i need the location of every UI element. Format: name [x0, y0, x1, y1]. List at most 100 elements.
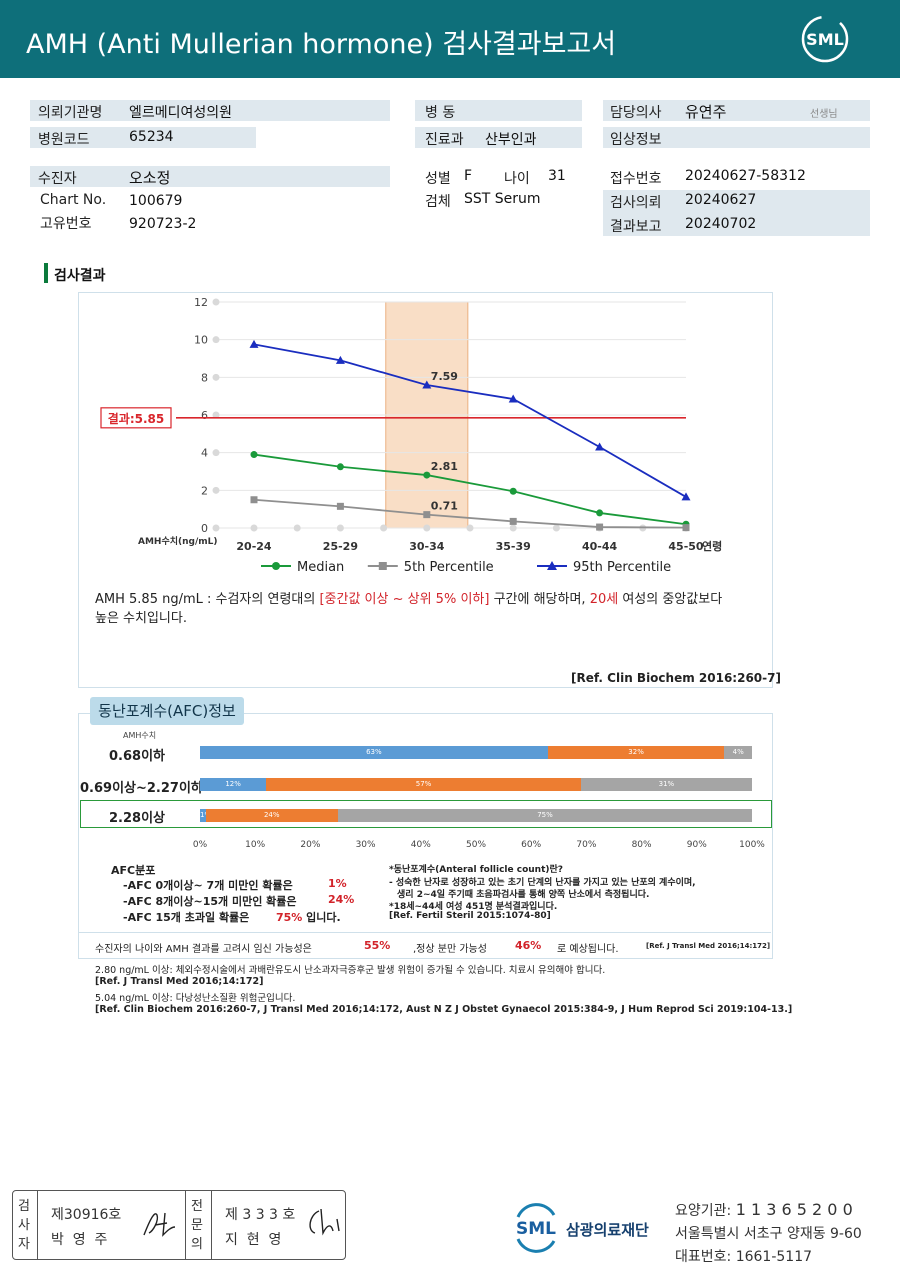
legend-marker — [547, 561, 557, 570]
patient-label: 수진자 — [38, 171, 77, 187]
pregnancy-text-2: ,정상 분만 가능성 — [413, 944, 487, 955]
doctor-suffix: 선생님 — [810, 109, 838, 120]
median-point — [596, 509, 604, 517]
afc-dist-2: -AFC 15개 초과일 확률은 — [123, 909, 249, 925]
x-axis-dot — [250, 524, 258, 532]
specialist-license: 제 3 3 3 호 — [225, 1207, 296, 1223]
hospital-code-value: 65234 — [129, 129, 174, 145]
age-label: 나이 — [504, 171, 530, 187]
afc-bar-segment: 4% — [724, 746, 752, 759]
afc-dist-suffix-2: 입니다. — [302, 911, 341, 924]
y-axis-dot — [212, 524, 220, 532]
afc-tick-label: 70% — [576, 840, 597, 850]
afc-dist-1: -AFC 8개이상~15개 미만인 확률은 — [123, 893, 297, 909]
footer-phone: 대표번호: 1661-5117 — [675, 1246, 812, 1266]
y-tick-label: 6 — [201, 409, 208, 422]
note-1: 2.80 ng/mL 이상: 체외수정시술에서 과배란유도시 난소과자극증후군 … — [95, 965, 606, 976]
y-tick-label: 0 — [201, 522, 208, 535]
inspector-label: 검 사 자 — [18, 1197, 30, 1254]
median-point — [509, 487, 517, 495]
afc-row-label-1: 0.69이상~2.27이하 — [80, 781, 203, 796]
doctor-value: 유연주 — [685, 103, 727, 121]
pregnancy-text-3: 로 예상됩니다. — [557, 944, 619, 955]
interp-text-1: AMH 5.85 ng/mL : 수검자의 연령대의 — [95, 592, 320, 607]
afc-dist-value-2-wrap: 75% 입니다. — [276, 909, 341, 925]
afc-axis-caption: AMH수치 — [123, 731, 157, 740]
section-title: 검사결과 — [54, 268, 106, 284]
specialist-label-char: 의 — [191, 1237, 203, 1252]
afc-dist-title: AFC분포 — [111, 864, 156, 877]
inspector-label-char: 자 — [18, 1237, 30, 1252]
series-line-5th-percentile — [253, 498, 687, 529]
department-row-bg — [415, 127, 582, 148]
reception-value: 20240627-58312 — [685, 168, 806, 184]
footer-phone-label: 대표번호: — [675, 1249, 732, 1265]
afc-def-title: *동난포계수(Anteral follicle count)란? — [389, 865, 563, 875]
afc-bar-segment: 12% — [200, 778, 267, 791]
x-axis-dot — [380, 524, 388, 532]
specialist-label-char: 문 — [191, 1218, 203, 1233]
hospital-code-row-bg — [30, 127, 256, 148]
patient-row-bg — [30, 166, 390, 187]
afc-tick-label: 40% — [410, 840, 431, 850]
afc-bar-0: 63% 32% 4% — [200, 746, 752, 759]
chart-no-label: Chart No. — [40, 192, 107, 208]
series-line-95th-percentile — [253, 343, 687, 498]
institution-label: 의뢰기관명 — [38, 105, 103, 121]
afc-tick-label: 100% — [739, 840, 765, 850]
afc-dist-text-2: -AFC 15개 초과일 확률은 — [123, 911, 250, 924]
x-axis-dot — [423, 524, 431, 532]
y-axis-dot — [212, 373, 220, 381]
section-marker — [44, 263, 48, 283]
reception-label: 접수번호 — [610, 171, 662, 187]
y-axis-dot — [212, 411, 220, 419]
afc-axis-ticks: 0% 10% 20% 30% 40% 50% 60% 70% 80% 90% 100% — [193, 840, 765, 854]
afc-dist-value-1: 24% — [328, 893, 355, 906]
note-2: 5.04 ng/mL 이상: 다낭성난소질환 위험군입니다. — [95, 993, 296, 1004]
pregnancy-value-1: 55% — [364, 939, 391, 952]
afc-def-ref: [Ref. Fertil Steril 2015:1074-80] — [389, 911, 551, 921]
p95-point — [595, 442, 605, 451]
afc-bar-segment: 1% — [200, 809, 206, 822]
afc-dist-0: -AFC 0개이상~ 7개 미만인 확률은 — [123, 877, 293, 893]
afc-def-2: 생리 2~4일 주기때 초음파검사를 통해 양쪽 난소에서 측정됩니다. — [397, 890, 650, 900]
afc-def-3: *18세~44세 여성 451명 분석결과입니다. — [389, 902, 558, 912]
afc-dist-value-0: 1% — [328, 877, 347, 890]
specimen-label: 검체 — [425, 194, 451, 210]
afc-bar-2: 1%24%75% — [200, 809, 752, 822]
institution-value: 엘르메디여성의원 — [129, 105, 233, 121]
afc-tab-title: 동난포계수(AFC)정보 — [90, 697, 244, 725]
x-axis-dot — [552, 524, 560, 532]
afc-highlight-box — [80, 800, 772, 828]
x-axis-dot — [293, 524, 301, 532]
data-label: 0.71 — [431, 500, 458, 513]
afc-tick-label: 60% — [521, 840, 542, 850]
interp-text-5: 여성의 중앙값보다 — [618, 592, 723, 607]
patient-value: 오소정 — [129, 169, 171, 187]
afc-bar-segment: 75% — [338, 809, 752, 822]
legend-label: 95th Percentile — [573, 560, 671, 575]
y-tick-label: 2 — [201, 484, 208, 497]
sml-logo-icon: SML — [801, 15, 849, 63]
signature-box: 검 사 자 제30916호 박 영 주 전 문 의 제 3 3 3 호 지 현 … — [12, 1190, 346, 1260]
clinical-row-bg — [603, 127, 870, 148]
p5-point — [596, 523, 604, 531]
footer-code-value: 1 1 3 6 5 2 0 0 — [735, 1200, 853, 1219]
x-axis-dot — [336, 524, 344, 532]
x-tick-label: 35-39 — [496, 540, 531, 553]
series-line-median — [253, 453, 687, 526]
specialist-label-char: 전 — [191, 1199, 203, 1214]
interpretation-line1: AMH 5.85 ng/mL : 수검자의 연령대의 [중간값 이상 ~ 상위 … — [95, 588, 775, 607]
afc-tick-label: 90% — [686, 840, 707, 850]
data-label: 2.81 — [431, 460, 458, 473]
footer-address: 서울특별시 서초구 양재동 9-60 — [675, 1226, 862, 1242]
note-1-ref: [Ref. J Transl Med 2016;14:172] — [95, 976, 264, 987]
afc-dist-text-0: -AFC 0개이상~ 7개 미만인 확률은 — [123, 879, 293, 892]
dates-row-bg — [603, 190, 870, 236]
sml-footer-logo-icon: SML — [516, 1203, 556, 1253]
afc-dist-text-1: -AFC 8개이상~15개 미만인 확률은 — [123, 895, 297, 908]
p95-point — [508, 394, 518, 403]
legend-label: Median — [297, 560, 344, 575]
interp-range: [중간값 이상 ~ 상위 5% 이하] — [319, 592, 490, 607]
inspector-name: 박 영 주 — [51, 1232, 108, 1248]
